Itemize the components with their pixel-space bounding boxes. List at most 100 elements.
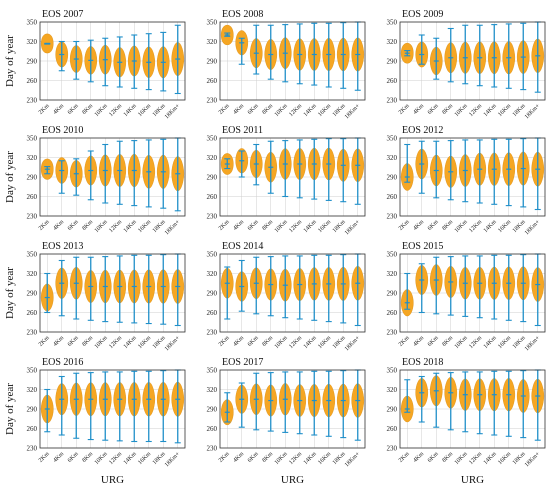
- x-tick-label: 14Km: [303, 219, 318, 234]
- x-tick-label: 8Km: [81, 335, 94, 348]
- x-tick-label: 16Km: [497, 451, 512, 466]
- x-axis-label: URG: [461, 474, 484, 486]
- x-tick-label: 4Km: [412, 103, 425, 116]
- x-tick-label: 18Km+: [164, 103, 182, 121]
- x-tick-label: 12Km: [108, 335, 123, 350]
- y-tick-label: 260: [387, 425, 398, 433]
- x-tick-label: 4Km: [52, 219, 65, 232]
- panel-frame: [39, 21, 186, 101]
- panel-title: EOS 2017: [222, 357, 263, 368]
- x-tick-label: 8Km: [81, 219, 94, 232]
- y-tick-label: 230: [387, 445, 398, 453]
- x-tick-label: 18Km+: [344, 335, 362, 353]
- x-tick-label: 18Km+: [524, 335, 542, 353]
- x-tick-label: 2Km: [38, 451, 51, 464]
- y-tick-label: 290: [207, 58, 218, 66]
- y-tick-label: 290: [387, 406, 398, 414]
- y-tick-label: 320: [207, 270, 218, 278]
- y-tick-label: 260: [207, 309, 218, 317]
- x-tick-label: 10Km: [94, 103, 109, 118]
- x-tick-label: 8Km: [261, 335, 274, 348]
- x-tick-label: 2Km: [398, 219, 411, 232]
- x-tick-label: 10Km: [274, 451, 289, 466]
- x-tick-label: 14Km: [483, 451, 498, 466]
- x-tick-label: 14Km: [123, 335, 138, 350]
- y-tick-label: 350: [387, 19, 398, 27]
- x-tick-label: 2Km: [218, 335, 231, 348]
- y-tick-label: 260: [207, 425, 218, 433]
- panel-frame: [219, 253, 366, 333]
- x-tick-label: 12Km: [108, 219, 123, 234]
- x-tick-label: 12Km: [108, 451, 123, 466]
- y-tick-label: 260: [207, 193, 218, 201]
- x-tick-label: 10Km: [94, 335, 109, 350]
- panel-frame: [39, 137, 186, 217]
- x-tick-label: 16Km: [497, 335, 512, 350]
- y-tick-label: 320: [27, 154, 38, 162]
- x-tick-label: 10Km: [454, 451, 469, 466]
- y-tick-label: 290: [27, 290, 38, 298]
- y-tick-label: 350: [207, 251, 218, 259]
- y-tick-label: 320: [387, 386, 398, 394]
- x-tick-label: 14Km: [123, 451, 138, 466]
- x-tick-label: 4Km: [412, 451, 425, 464]
- x-tick-label: 10Km: [454, 219, 469, 234]
- x-tick-label: 18Km+: [524, 219, 542, 237]
- y-tick-label: 260: [27, 77, 38, 85]
- x-tick-label: 12Km: [108, 103, 123, 118]
- y-tick-label: 290: [207, 290, 218, 298]
- y-tick-label: 350: [387, 135, 398, 143]
- y-tick-label: 260: [27, 309, 38, 317]
- panel-title: EOS 2013: [42, 241, 83, 252]
- y-tick-label: 230: [27, 213, 38, 221]
- y-tick-label: 350: [27, 135, 38, 143]
- y-tick-label: 320: [387, 38, 398, 46]
- y-tick-label: 230: [207, 213, 218, 221]
- y-axis-label: Day of year: [4, 35, 16, 87]
- y-tick-label: 230: [27, 445, 38, 453]
- x-tick-label: 2Km: [38, 335, 51, 348]
- y-axis-label: Day of year: [4, 383, 16, 435]
- x-tick-label: 6Km: [247, 103, 260, 116]
- panel-frame: [399, 253, 546, 333]
- x-tick-label: 18Km+: [344, 103, 362, 121]
- x-tick-label: 8Km: [441, 335, 454, 348]
- panel-title: EOS 2018: [402, 357, 443, 368]
- y-tick-label: 260: [387, 309, 398, 317]
- x-tick-label: 8Km: [441, 451, 454, 464]
- y-tick-label: 320: [27, 270, 38, 278]
- x-tick-label: 14Km: [303, 451, 318, 466]
- x-tick-label: 10Km: [274, 219, 289, 234]
- panel-title: EOS 2010: [42, 125, 83, 136]
- x-tick-label: 18Km+: [164, 451, 182, 469]
- y-tick-label: 230: [207, 97, 218, 105]
- x-tick-label: 18Km+: [164, 335, 182, 353]
- y-tick-label: 290: [387, 58, 398, 66]
- x-tick-label: 2Km: [398, 103, 411, 116]
- panel-title: EOS 2007: [42, 9, 83, 20]
- y-tick-label: 230: [387, 97, 398, 105]
- x-tick-label: 4Km: [232, 335, 245, 348]
- x-tick-label: 12Km: [288, 335, 303, 350]
- x-tick-label: 16Km: [317, 103, 332, 118]
- y-tick-label: 320: [207, 154, 218, 162]
- y-tick-label: 290: [27, 406, 38, 414]
- x-tick-label: 4Km: [232, 219, 245, 232]
- x-tick-label: 6Km: [427, 219, 440, 232]
- x-tick-label: 16Km: [317, 451, 332, 466]
- panel-title: EOS 2012: [402, 125, 443, 136]
- y-tick-label: 320: [27, 386, 38, 394]
- x-tick-label: 14Km: [123, 103, 138, 118]
- y-tick-label: 290: [27, 174, 38, 182]
- x-tick-label: 6Km: [67, 451, 80, 464]
- x-tick-label: 12Km: [288, 219, 303, 234]
- y-tick-label: 230: [207, 329, 218, 337]
- x-tick-label: 6Km: [427, 335, 440, 348]
- y-tick-label: 260: [27, 425, 38, 433]
- y-tick-label: 260: [207, 77, 218, 85]
- x-tick-label: 4Km: [232, 451, 245, 464]
- x-tick-label: 4Km: [52, 103, 65, 116]
- x-tick-label: 12Km: [288, 103, 303, 118]
- y-tick-label: 260: [387, 77, 398, 85]
